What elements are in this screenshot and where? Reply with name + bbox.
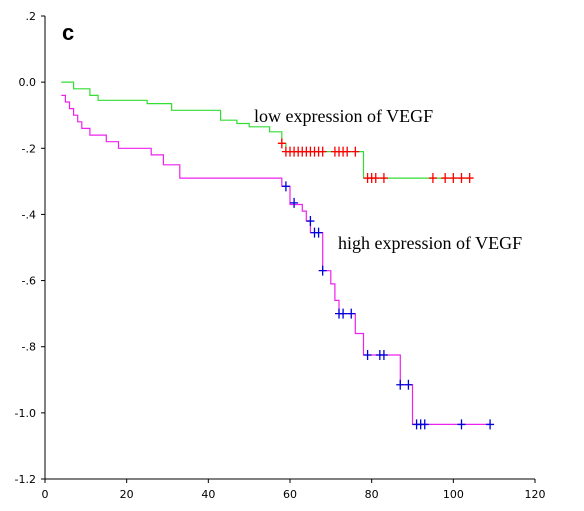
y-tick-label: -.4	[22, 208, 36, 221]
x-tick-label: 80	[365, 488, 379, 501]
axes: .2 0.0 -.2 -.4 -.6 -.8 -1.0 -1.2 0 20 40 60 80 100 120	[15, 10, 546, 501]
censor-mark-high	[363, 349, 372, 360]
censor-mark-low	[428, 173, 437, 184]
x-tick-label: 60	[283, 488, 297, 501]
censor-mark-high	[396, 379, 405, 390]
censor-mark-low	[277, 138, 286, 149]
annotation-high-expression: high expression of VEGF	[338, 233, 522, 253]
y-tick-label: 0.0	[19, 76, 37, 89]
censor-mark-low	[465, 173, 474, 184]
censor-mark-low	[457, 173, 466, 184]
censor-mark-low	[371, 173, 380, 184]
panel-label: c	[62, 20, 74, 45]
x-tick-label: 100	[443, 488, 464, 501]
censor-mark-low	[351, 146, 360, 157]
censor-mark-low	[449, 173, 458, 184]
y-tick-label: -.8	[22, 341, 36, 354]
x-tick-label: 20	[120, 488, 134, 501]
censor-mark-high	[404, 379, 413, 390]
y-tick-label: -1.0	[15, 407, 36, 420]
censor-mark-high	[290, 197, 299, 208]
y-tick-label: -.2	[22, 142, 36, 155]
x-tick-label: 40	[201, 488, 215, 501]
y-tick-label: .2	[26, 10, 37, 23]
plot-area	[61, 81, 495, 430]
censor-mark-low	[379, 173, 388, 184]
censor-mark-high	[281, 181, 290, 192]
survival-curve-high	[61, 94, 491, 425]
censor-mark-high	[457, 419, 466, 430]
y-tick-label: -1.2	[15, 473, 36, 486]
censor-mark-high	[314, 227, 323, 238]
censor-mark-low	[318, 146, 327, 157]
censor-mark-high	[379, 349, 388, 360]
x-tick-label: 120	[525, 488, 546, 501]
censor-mark-low	[343, 146, 352, 157]
censor-mark-high	[347, 308, 356, 319]
annotation-low-expression: low expression of VEGF	[254, 106, 433, 126]
survival-curve-low	[61, 81, 470, 179]
x-tick-label: 0	[42, 488, 49, 501]
censor-mark-high	[318, 265, 327, 276]
censor-mark-high	[486, 419, 495, 430]
censor-mark-high	[306, 216, 315, 227]
censor-mark-high	[339, 308, 348, 319]
y-tick-label: -.6	[22, 275, 36, 288]
censor-mark-low	[441, 173, 450, 184]
censor-mark-high	[420, 419, 429, 430]
